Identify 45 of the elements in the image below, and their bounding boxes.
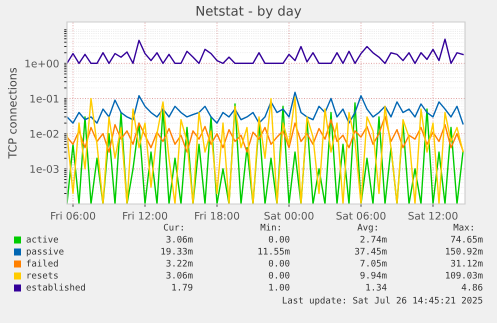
legend-label: resets	[28, 272, 58, 279]
y-tick-label: 1e-02	[30, 130, 58, 138]
text: 11.55m	[258, 248, 290, 255]
text: 3.22m	[166, 260, 193, 267]
text: 31.12m	[450, 260, 483, 267]
text: 4.86	[462, 284, 482, 291]
y-tick-label: 1e-03	[30, 165, 59, 173]
text: Min:	[260, 224, 280, 231]
text: 0.00	[268, 272, 290, 279]
text: 7.05m	[360, 260, 387, 267]
text: Avg:	[357, 224, 377, 232]
text: 37.45m	[354, 248, 387, 255]
legend-label: passive	[26, 248, 64, 256]
text: 109.03m	[446, 272, 483, 279]
legend-label: active	[26, 236, 58, 243]
text: Last update: Sat Jul 26 14:45:21 2025	[282, 296, 482, 306]
chart-title: Netstat - by day	[196, 6, 302, 18]
text: 3.06m	[166, 236, 193, 243]
text: 2.74m	[360, 236, 387, 243]
y-tick-label: 1e-01	[30, 94, 58, 103]
x-tick-label: Sat 06:00	[336, 212, 386, 220]
line-series	[67, 38, 464, 64]
x-tick-label: Fri 12:00	[123, 212, 168, 220]
text: Cur:	[164, 224, 183, 231]
text: 9.94m	[360, 272, 387, 279]
text: 1.00	[269, 284, 290, 291]
line-series	[67, 116, 464, 153]
legend-label: failed	[26, 260, 58, 267]
x-tick-label: Fri 06:00	[51, 212, 96, 220]
text: 0.00	[268, 260, 290, 267]
y-tick-label: 1e+00	[25, 60, 59, 68]
x-tick-label: Sat 00:00	[264, 212, 314, 220]
text: 74.65m	[451, 236, 483, 243]
line-series	[67, 92, 464, 125]
text: Max:	[454, 224, 473, 231]
text: 3.06m	[166, 272, 193, 279]
text: 1.79	[172, 284, 192, 291]
x-tick-label: Sat 12:00	[408, 212, 458, 220]
text: 1.34	[366, 284, 387, 291]
x-tick-label: Fri 18:00	[195, 212, 240, 220]
y-axis-title: TCP connections	[8, 68, 17, 159]
text: 0.00	[268, 236, 290, 243]
text: 150.92m	[446, 248, 483, 255]
legend-label: established	[26, 284, 85, 291]
text: 19.33m	[161, 248, 193, 255]
